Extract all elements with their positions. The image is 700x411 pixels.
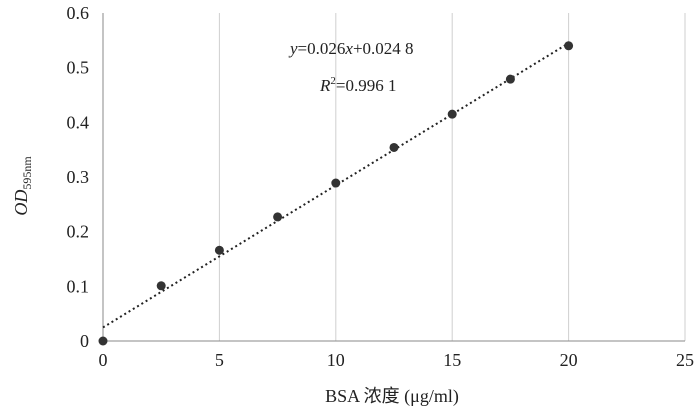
x-tick-label: 15 — [443, 350, 461, 370]
x-tick-label: 25 — [676, 350, 694, 370]
y-tick-label: 0.3 — [67, 167, 90, 187]
y-tick-label: 0.6 — [67, 3, 90, 23]
x-tick-label: 0 — [99, 350, 108, 370]
data-point — [505, 74, 515, 84]
trendline-layer — [102, 42, 570, 329]
y-tick-label: 0.5 — [67, 58, 90, 78]
trendline — [102, 42, 570, 329]
x-tick-label: 5 — [215, 350, 224, 370]
y-tick-label: 0.2 — [67, 222, 90, 242]
data-point — [273, 212, 283, 222]
data-point — [156, 281, 166, 291]
data-point — [564, 41, 574, 51]
r-squared-label: R2=0.996 1 — [319, 75, 396, 95]
trendline-equation: y=0.026x+0.024 8 — [288, 39, 414, 58]
data-point — [214, 245, 224, 255]
grid — [218, 13, 686, 341]
data-point — [98, 336, 108, 346]
x-tick-label: 10 — [327, 350, 345, 370]
data-point — [447, 109, 457, 119]
x-axis-title: BSA 浓度 (μg/ml) — [325, 386, 459, 407]
y-tick-label: 0 — [80, 331, 89, 351]
data-point — [331, 178, 341, 188]
y-tick-label: 0.1 — [67, 276, 90, 296]
tick-labels: 0 5 10 15 20 25 0 0.1 0.2 0.3 0.4 0.5 0.6 — [67, 3, 695, 370]
y-axis-title: OD595nm — [11, 156, 34, 216]
y-tick-label: 0.4 — [67, 112, 90, 132]
data-point — [389, 142, 399, 152]
data-points — [98, 41, 574, 346]
axes — [102, 13, 685, 342]
x-tick-label: 20 — [560, 350, 578, 370]
